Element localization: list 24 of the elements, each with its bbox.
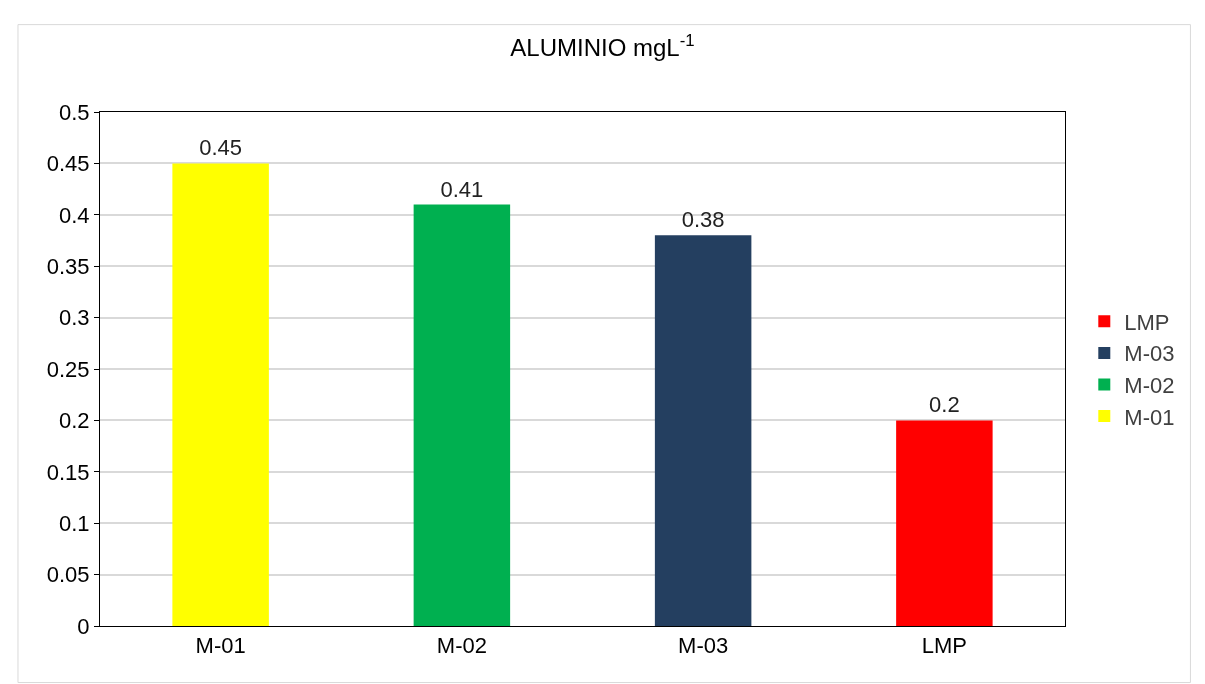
x-tick-label: M-03 xyxy=(678,633,729,659)
y-tick-label: 0.4 xyxy=(59,202,90,228)
legend-label: M-02 xyxy=(1124,373,1175,399)
y-tick-label: 0 xyxy=(77,613,90,639)
y-tick-label: 0.15 xyxy=(46,459,90,485)
x-tick-label: M-02 xyxy=(436,633,487,659)
legend-label: LMP xyxy=(1124,309,1170,335)
y-tick-label: 0.25 xyxy=(46,356,90,382)
chart-title: ALUMINIO mgL$^{-1}$ xyxy=(510,31,695,62)
y-tick-label: 0.45 xyxy=(46,151,90,177)
legend-label: M-03 xyxy=(1124,341,1175,367)
data-label: 0.41 xyxy=(440,176,484,202)
data-label: 0.2 xyxy=(929,392,960,418)
data-label: 0.38 xyxy=(681,207,725,233)
y-tick-label: 0.05 xyxy=(46,562,90,588)
y-tick-label: 0.5 xyxy=(59,99,90,125)
data-label: 0.45 xyxy=(199,135,243,161)
y-tick-label: 0.1 xyxy=(59,510,90,536)
y-tick-label: 0.2 xyxy=(59,408,90,434)
y-tick-label: 0.35 xyxy=(46,253,90,279)
x-tick-label: LMP xyxy=(921,633,968,659)
y-tick-label: 0.3 xyxy=(59,305,90,331)
x-tick-label: M-01 xyxy=(195,633,246,659)
legend-label: M-01 xyxy=(1124,404,1175,430)
